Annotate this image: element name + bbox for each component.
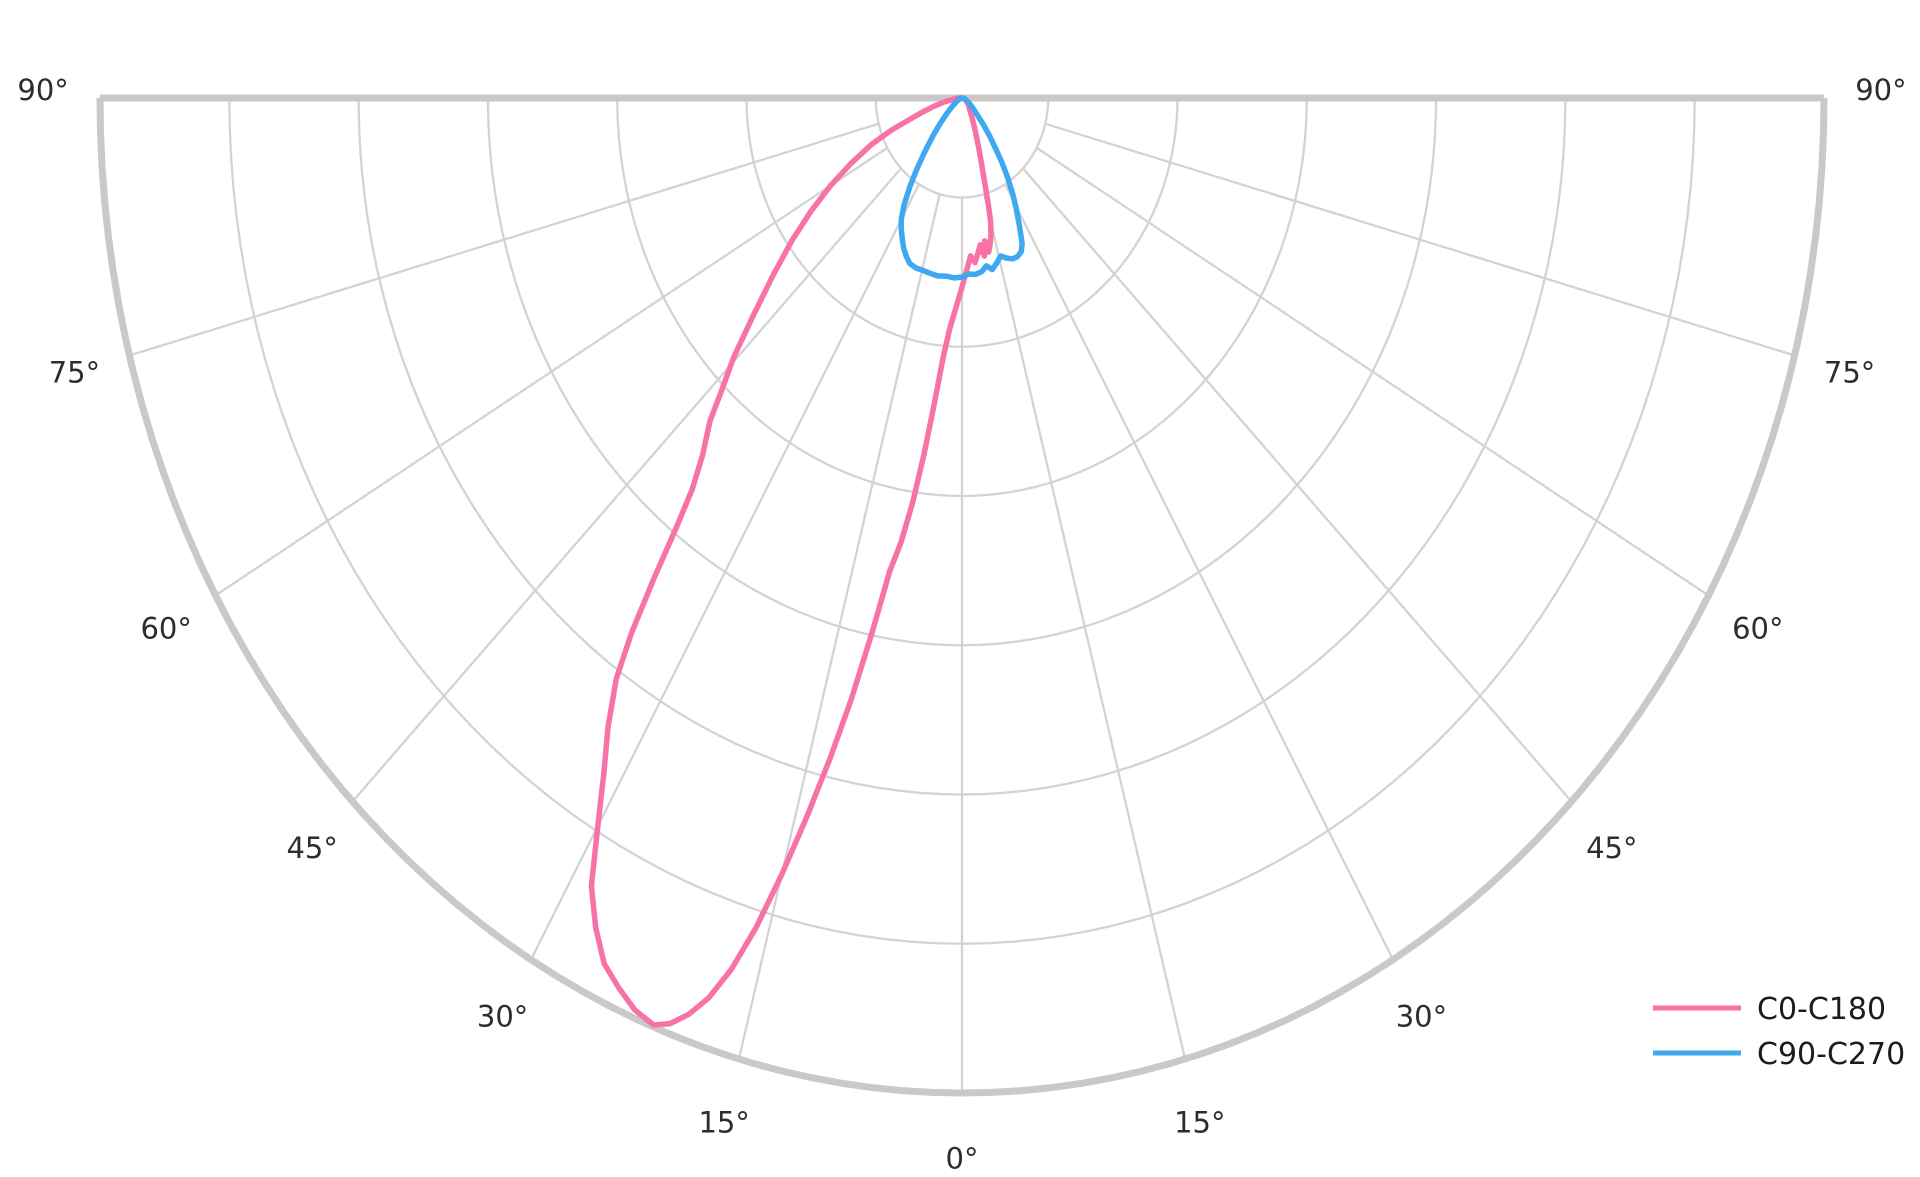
angle-label: 60° [140,611,191,645]
angle-label: 75° [1824,356,1875,390]
angle-label: 75° [49,356,100,390]
grid-spoke [983,193,1187,1060]
angle-labels: 90° 75° 60° 45° 30° 15° 0° 15° 30° 45° 60° 75° 90° [17,73,1906,1176]
grid-spoke [129,122,880,357]
legend-label-c0-c180: C0-C180 [1757,992,1886,1027]
grid-spoke [351,167,902,803]
legend: C0-C180 C90-C270 [1653,992,1905,1072]
grid-spoke [1044,122,1795,357]
angle-label: 30° [1396,1000,1447,1034]
angle-label: 15° [1174,1106,1225,1140]
angle-label: 0° [946,1142,979,1176]
grid-spoke [1022,167,1573,803]
angle-label: 30° [477,1000,528,1034]
grid-spoke [529,183,920,961]
grid-spoke [737,193,941,1060]
angle-label: 90° [17,73,68,107]
angle-label: 90° [1855,73,1906,107]
grid-spoke [214,146,888,597]
legend-label-c90-c270: C90-C270 [1757,1037,1905,1072]
grid-spoke [1036,146,1710,597]
curve-c90-c270 [898,95,1025,281]
grid-ring [874,97,1050,199]
angle-label: 45° [1586,831,1637,865]
intensity-curves [588,95,1025,1028]
angle-label: 60° [1732,611,1783,645]
angle-label: 15° [698,1106,749,1140]
angle-label: 45° [286,831,337,865]
curve-c0-c180 [588,95,994,1028]
grid-spoke [1004,183,1395,961]
frame-outer-arc [96,97,1828,1097]
